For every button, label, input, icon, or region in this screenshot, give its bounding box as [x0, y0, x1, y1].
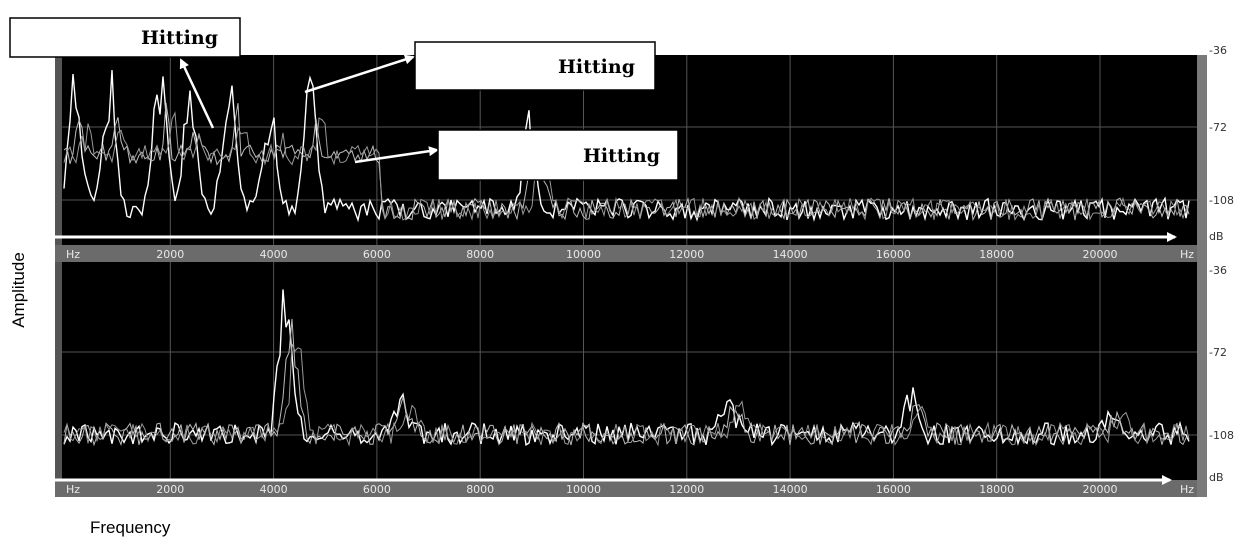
x-tick-label: Hz: [1180, 483, 1194, 496]
annotation: Hitting: [583, 145, 660, 167]
x-tick-label: 10000: [566, 248, 601, 261]
x-tick-label: 14000: [773, 248, 808, 261]
x-tick-label: 6000: [363, 248, 391, 261]
x-tick-label: 18000: [979, 248, 1014, 261]
x-tick-label: 8000: [466, 248, 494, 261]
x-tick-label: 20000: [1083, 483, 1118, 496]
y-tick-label: -72: [1209, 346, 1227, 359]
x-tick-label: 2000: [156, 483, 184, 496]
arrow: [354, 146, 439, 164]
x-tick-label: 2000: [156, 248, 184, 261]
axis-strip: [55, 480, 1197, 497]
x-tick-label: 8000: [466, 483, 494, 496]
x-tick-label: 10000: [566, 483, 601, 496]
y-tick-label: -36: [1209, 44, 1227, 57]
annotation-box: [414, 41, 656, 91]
annotation: Hitting: [558, 56, 635, 78]
y-tick-label: -72: [1209, 121, 1227, 134]
x-tick-label: 18000: [979, 483, 1014, 496]
x-tick-label: Hz: [66, 483, 80, 496]
plot-area: [55, 262, 1197, 480]
x-tick-label: 12000: [669, 248, 704, 261]
scale-strip: [1207, 55, 1247, 262]
x-tick-label: 4000: [260, 248, 288, 261]
annotation-box: [437, 129, 679, 181]
side-strip: [1197, 55, 1207, 262]
x-tick-label: 20000: [1083, 248, 1118, 261]
spectrum-trace: [63, 102, 1190, 222]
spectrum-trace: [63, 111, 1190, 222]
y-axis-label: Amplitude: [9, 252, 28, 328]
y-tick-label: dB: [1209, 230, 1224, 243]
y-tick-label: -108: [1209, 194, 1234, 207]
x-tick-label: Hz: [1180, 248, 1194, 261]
x-tick-label: 16000: [876, 248, 911, 261]
x-tick-label: 4000: [260, 483, 288, 496]
axis-strip: [55, 245, 1197, 262]
annotation: Hitting: [141, 27, 218, 49]
y-tick-label: dB: [1209, 471, 1224, 484]
x-tick-label: Hz: [66, 248, 80, 261]
annotation-box: [9, 17, 241, 58]
spectrum-trace: [63, 318, 1190, 447]
y-tick-label: -108: [1209, 429, 1234, 442]
left-strip: [55, 262, 62, 480]
x-tick-label: 16000: [876, 483, 911, 496]
annotations: Hitting Hitting Hitting Amplitude Freque…: [9, 17, 1177, 537]
scale-strip: [1207, 262, 1247, 497]
spectrum-trace: [63, 70, 1190, 223]
x-tick-label: 14000: [773, 483, 808, 496]
y-tick-label: -36: [1209, 264, 1227, 277]
x-axis-label: Frequency: [90, 518, 171, 537]
spectrum-panels: Hz 2000 4000 6000 8000 10000 12000 14000 16000 18…: [55, 44, 1247, 497]
spectrum-trace: [63, 343, 1190, 447]
x-tick-label: 6000: [363, 483, 391, 496]
arrow: [179, 58, 215, 129]
side-strip: [1197, 262, 1207, 497]
left-strip: [55, 55, 62, 245]
arrow: [304, 54, 415, 94]
x-tick-label: 12000: [669, 483, 704, 496]
